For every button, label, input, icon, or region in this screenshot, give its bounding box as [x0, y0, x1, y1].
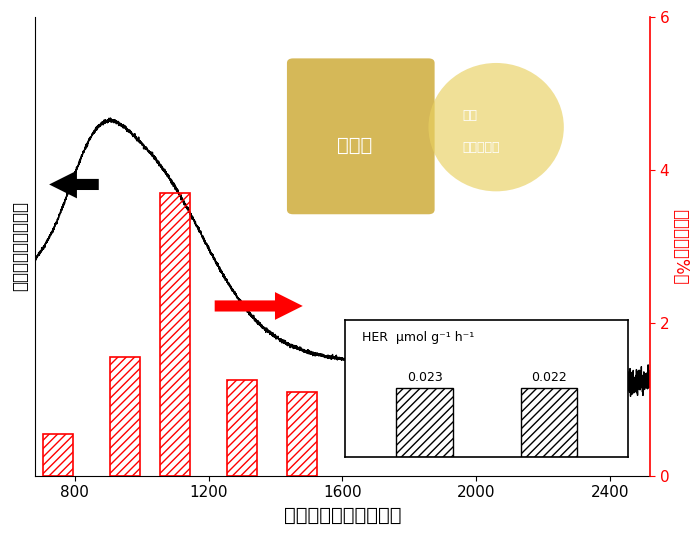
Text: 硫化: 硫化 [462, 109, 477, 122]
Bar [110, 357, 140, 475]
Y-axis label: 吸光度（任意単位）: 吸光度（任意単位） [11, 202, 29, 292]
Bar [160, 193, 190, 475]
Text: カドミウム: カドミウム [462, 142, 500, 154]
FancyBboxPatch shape [287, 58, 435, 214]
Y-axis label: 量子効率（%）: 量子効率（%） [671, 209, 689, 284]
Ellipse shape [428, 63, 564, 191]
Text: 硫化銅: 硫化銅 [337, 136, 372, 155]
Bar [43, 434, 73, 475]
Bar [227, 380, 257, 475]
Bar [287, 392, 317, 475]
X-axis label: 波長（ナノメートル）: 波長（ナノメートル） [284, 506, 401, 525]
